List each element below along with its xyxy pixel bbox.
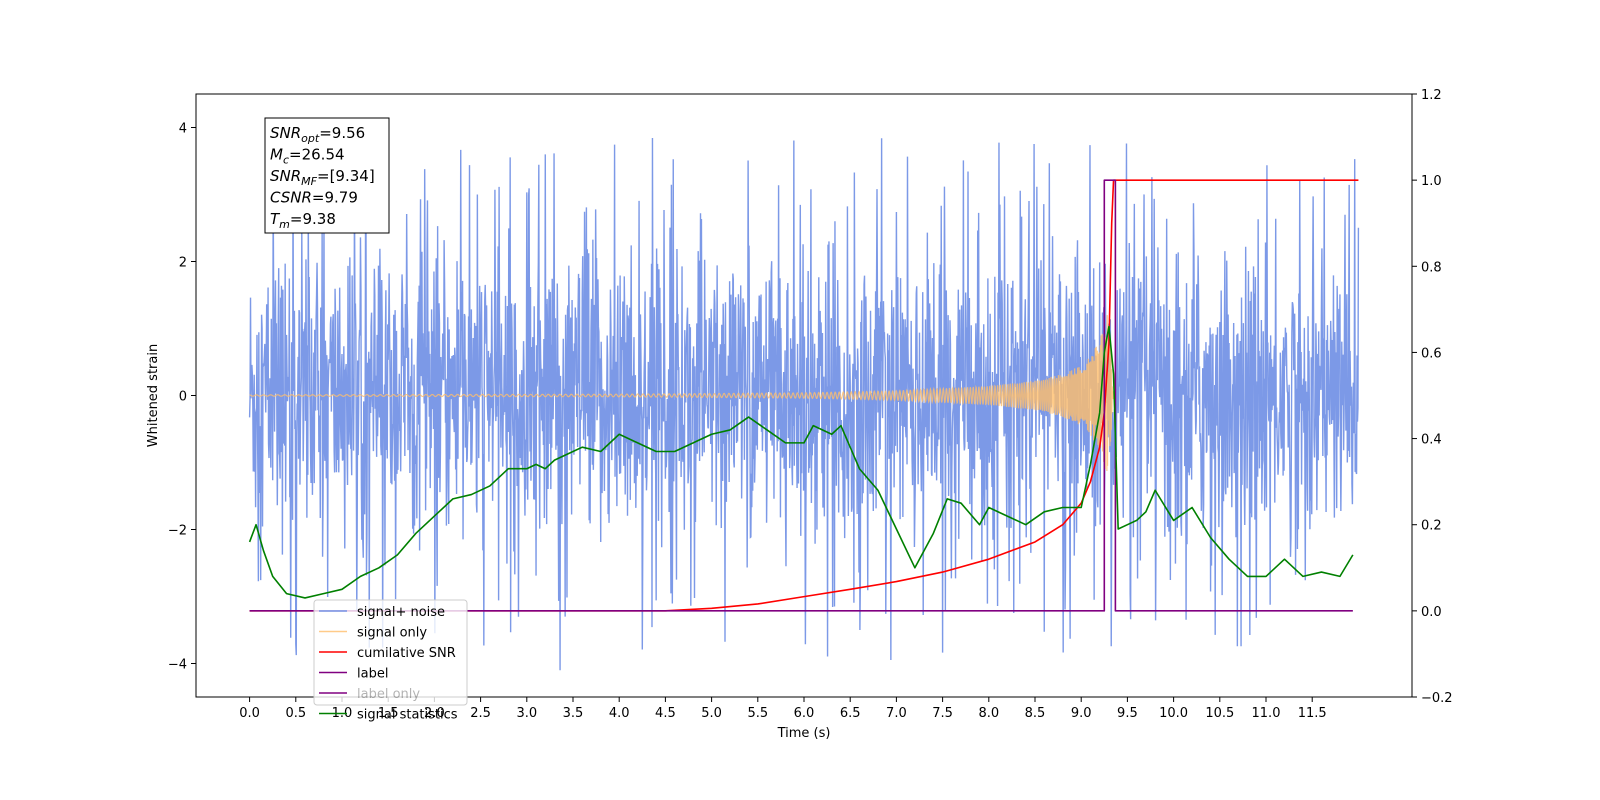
stats-symbol: CSNR (270, 189, 312, 207)
stats-symbol: SNR (270, 124, 301, 142)
legend-entry-label: cumilative SNR (357, 646, 456, 661)
x-tick-label: 3.5 (563, 706, 584, 721)
x-tick-label: 8.0 (978, 706, 999, 721)
x-tick-label: 11.5 (1298, 706, 1327, 721)
y2-tick-label: 1.2 (1421, 88, 1442, 103)
x-tick-label: 8.5 (1025, 706, 1046, 721)
y2-tick-label: 0.0 (1421, 605, 1442, 620)
x-tick-label: 9.0 (1071, 706, 1092, 721)
series-cumilative-snr (249, 179, 1359, 612)
x-tick-label: 4.5 (655, 706, 676, 721)
series-signal-statistics (248, 325, 1354, 599)
x-tick-label: 2.5 (470, 706, 491, 721)
stats-subscript: c (283, 154, 289, 167)
stats-symbol: T (270, 210, 281, 228)
stats-subscript: m (279, 218, 290, 231)
x-axis-ticks: 0.0 0.5 1.0 1.5 2.0 2.5 3.0 3.5 4.0 4.5 5.0 5.5 6.0 6… (239, 697, 1327, 721)
y-tick-label: −2 (168, 524, 187, 539)
y2-tick-label: 0.2 (1421, 519, 1442, 534)
x-tick-label: 1.5 (378, 706, 399, 721)
x-tick-label: 2.0 (424, 706, 445, 721)
x-axis-label: Time (s) (777, 726, 831, 741)
y2-axis-ticks: 1.2 1.0 0.8 0.6 0.4 0.2 0.0 −0.2 (1412, 88, 1453, 706)
legend: signal+ noise signal only cumilative SNR la… (313, 599, 468, 723)
x-tick-label: 4.0 (609, 706, 630, 721)
stats-line: CSNR=9.79 (270, 189, 358, 207)
stats-subscript: opt (301, 132, 320, 145)
x-tick-label: 5.0 (701, 706, 722, 721)
y2-tick-label: 0.8 (1421, 260, 1442, 275)
stats-value: =[9.34] (317, 167, 375, 185)
y-tick-label: 4 (179, 122, 187, 137)
stats-line: SNRopt=9.56 (270, 124, 365, 145)
x-tick-label: 3.0 (516, 706, 537, 721)
y2-tick-label: 0.4 (1421, 433, 1442, 448)
y-axis-label: Whitened strain (146, 344, 161, 447)
stats-symbol: SNR (270, 167, 301, 185)
stats-value: =26.54 (289, 146, 345, 164)
y-tick-label: −4 (168, 658, 187, 673)
plot-area (248, 137, 1360, 671)
stats-symbol: M (270, 146, 283, 164)
stats-line: Mc=26.54 (270, 146, 345, 167)
y2-tick-label: 0.6 (1421, 346, 1442, 361)
series-signal-only (249, 315, 1115, 471)
series-label (249, 179, 1353, 612)
stats-annotation-box: SNRopt=9.56Mc=26.54SNRMF=[9.34]CSNR=9.79… (264, 117, 390, 234)
stats-value: =9.56 (319, 124, 365, 142)
stats-value: =9.38 (290, 210, 336, 228)
x-tick-label: 6.5 (840, 706, 861, 721)
x-tick-label: 10.5 (1205, 706, 1234, 721)
x-tick-label: 0.5 (285, 706, 306, 721)
x-tick-label: 6.0 (794, 706, 815, 721)
stats-line: SNRMF=[9.34] (270, 167, 375, 188)
legend-entry-label: signal+ noise (357, 605, 445, 620)
x-tick-label: 11.0 (1252, 706, 1281, 721)
stats-line: Tm=9.38 (270, 210, 336, 231)
stats-box-frame (264, 117, 390, 234)
legend-entry-label: label only (357, 687, 420, 702)
y-tick-label: 2 (179, 256, 187, 271)
x-tick-label: 7.5 (932, 706, 953, 721)
y-tick-label: 0 (179, 390, 187, 405)
legend-entry-label: signal statistics (357, 708, 458, 723)
series-signal-noise (248, 137, 1360, 671)
legend-entry-label: signal only (357, 626, 427, 641)
legend-entry-label: label (357, 667, 388, 682)
y2-tick-label: −0.2 (1421, 691, 1453, 706)
stats-subscript: MF (301, 175, 317, 188)
x-tick-label: 0.0 (239, 706, 260, 721)
x-tick-label: 5.5 (747, 706, 768, 721)
y-axis-ticks: 4 2 0 −2 −4 (168, 122, 196, 673)
y2-tick-label: 1.0 (1421, 174, 1442, 189)
x-tick-label: 9.5 (1117, 706, 1138, 721)
stats-value: =9.79 (312, 189, 358, 207)
legend-frame (313, 599, 468, 706)
x-tick-label: 10.0 (1159, 706, 1188, 721)
x-tick-label: 7.0 (886, 706, 907, 721)
